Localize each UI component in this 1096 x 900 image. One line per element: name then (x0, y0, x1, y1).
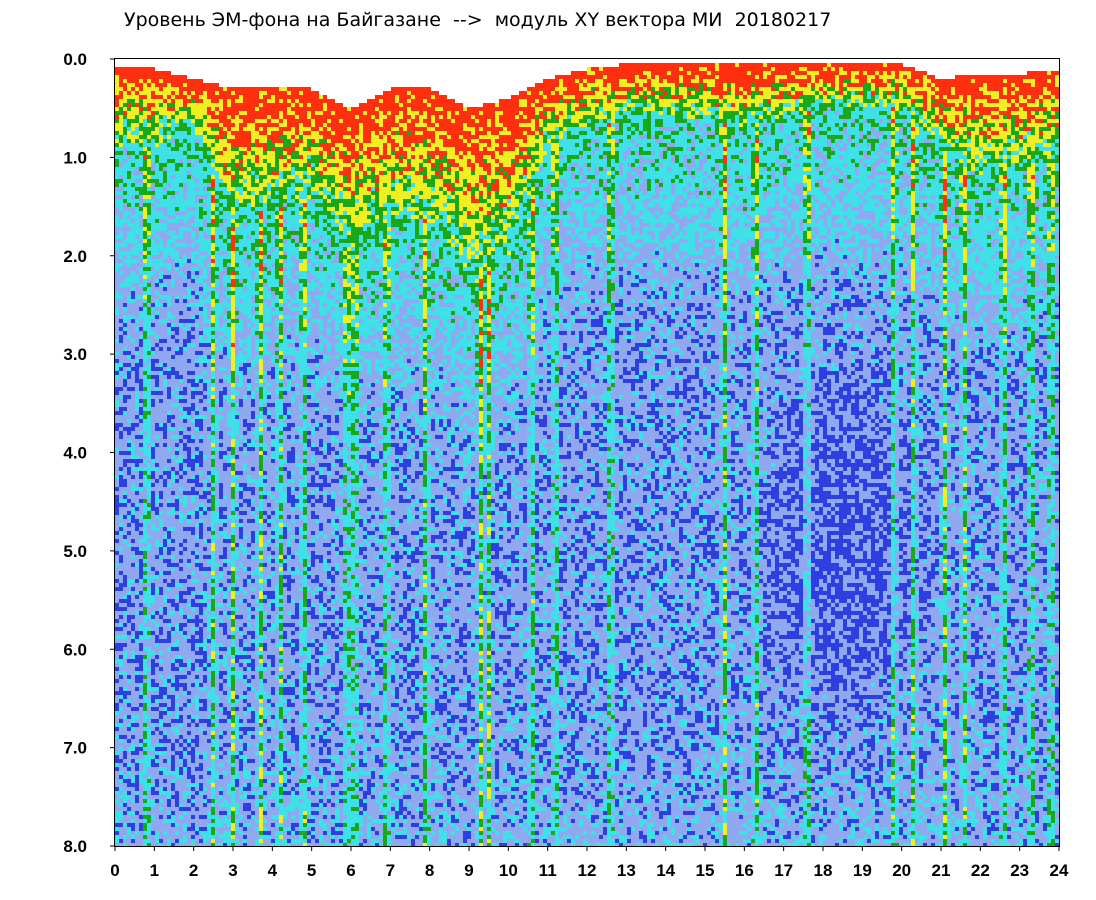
y-tick-label: 4.0 (63, 444, 87, 463)
y-tick-label: 1.0 (63, 148, 87, 167)
y-tick-label: 2.0 (63, 247, 87, 266)
x-tick-label: 7 (386, 861, 395, 880)
x-tick-label: 8 (425, 861, 434, 880)
x-tick-label: 10 (499, 861, 518, 880)
x-tick-label: 6 (346, 861, 355, 880)
x-tick-label: 13 (617, 861, 636, 880)
x-tick-label: 22 (971, 861, 990, 880)
x-tick-label: 20 (892, 861, 911, 880)
x-tick-label: 3 (228, 861, 237, 880)
x-tick-label: 19 (853, 861, 872, 880)
x-tick-label: 14 (656, 861, 675, 880)
plot-area (114, 58, 1060, 847)
x-tick-label: 21 (932, 861, 951, 880)
x-tick-label: 24 (1050, 861, 1069, 880)
x-tick-label: 0 (110, 861, 119, 880)
chart-title: Уровень ЭМ-фона на Байгазане --> модуль … (124, 9, 831, 31)
x-tick-label: 23 (1010, 861, 1029, 880)
y-tick-label: 6.0 (63, 640, 87, 659)
y-tick-label: 7.0 (63, 739, 87, 758)
x-tick-label: 1 (150, 861, 159, 880)
x-tick-label: 9 (464, 861, 473, 880)
x-tick-label: 4 (268, 861, 278, 880)
x-tick-label: 12 (578, 861, 597, 880)
heatmap (115, 59, 1059, 846)
x-tick-label: 16 (735, 861, 754, 880)
y-tick-label: 0.0 (63, 50, 87, 69)
x-tick-label: 5 (307, 861, 316, 880)
x-tick-label: 17 (774, 861, 793, 880)
y-tick-label: 8.0 (63, 837, 87, 856)
x-tick-label: 2 (189, 861, 198, 880)
y-tick-label: 3.0 (63, 345, 87, 364)
y-tick-label: 5.0 (63, 542, 87, 561)
x-tick-label: 11 (539, 861, 557, 880)
x-tick-label: 15 (696, 861, 715, 880)
x-tick-label: 18 (814, 861, 833, 880)
